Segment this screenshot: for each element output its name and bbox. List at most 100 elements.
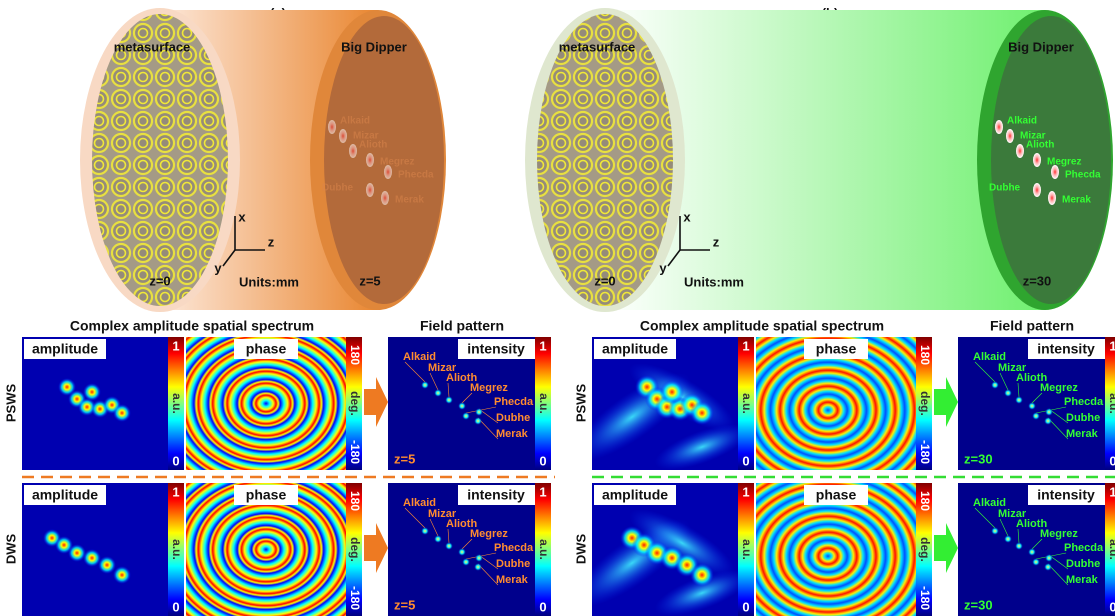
star-dot bbox=[1044, 563, 1052, 571]
heatmap: phase bbox=[186, 483, 346, 616]
spot bbox=[98, 556, 116, 574]
star-dot bbox=[474, 563, 482, 571]
star-dot bbox=[1045, 554, 1053, 562]
star-spot bbox=[995, 120, 1003, 134]
star-label: Alioth bbox=[1026, 140, 1054, 151]
tile-label: intensity bbox=[467, 487, 525, 503]
star-label: Phecda bbox=[1064, 396, 1104, 408]
colorbar-max: 1 bbox=[1109, 484, 1115, 499]
colorbar-max: 1 bbox=[539, 338, 546, 353]
source-label: metasurface bbox=[559, 39, 636, 54]
heatmap: amplitude bbox=[562, 337, 754, 479]
star-dot bbox=[991, 527, 999, 535]
spectrum-title: Complex amplitude spatial spectrum bbox=[640, 318, 884, 334]
colorbar-min: 0 bbox=[539, 599, 546, 614]
star-dot bbox=[445, 396, 453, 404]
colorbar-unit: a.u. bbox=[1107, 539, 1115, 560]
tile-label: phase bbox=[246, 341, 287, 357]
colorbar-unit: deg. bbox=[918, 391, 932, 416]
row-label: PSWS bbox=[3, 384, 18, 423]
star-label: Phecda bbox=[1065, 170, 1101, 181]
panel: (a)metasurfaceBig Dipperz=0z=5xzyUnits:m… bbox=[3, 5, 555, 616]
tile-label: amplitude bbox=[32, 341, 98, 357]
metasurface bbox=[92, 14, 228, 306]
colorbar-unit: a.u. bbox=[537, 393, 551, 414]
tile-label: amplitude bbox=[32, 487, 98, 503]
star-label: Merak bbox=[1066, 574, 1099, 586]
metasurface bbox=[537, 14, 673, 306]
star-label: Dubhe bbox=[1066, 412, 1100, 424]
star-label: Alkaid bbox=[340, 116, 370, 127]
star-label: Megrez bbox=[1040, 528, 1078, 540]
star-label: Megrez bbox=[380, 157, 414, 168]
heatmap: phase bbox=[186, 337, 346, 470]
star-dot bbox=[462, 412, 470, 420]
colorbar-unit: a.u. bbox=[170, 539, 184, 560]
tile-label: phase bbox=[816, 341, 857, 357]
star-spot bbox=[349, 144, 357, 158]
star-label: Dubhe bbox=[496, 558, 530, 570]
colorbar-min: -180 bbox=[918, 440, 932, 464]
row-label: DWS bbox=[573, 534, 588, 565]
star-dot bbox=[1044, 417, 1052, 425]
colorbar-unit: deg. bbox=[918, 537, 932, 562]
units: Units:mm bbox=[239, 274, 299, 289]
spot bbox=[83, 383, 101, 401]
tile-label: intensity bbox=[467, 341, 525, 357]
spectrum-title: Complex amplitude spatial spectrum bbox=[70, 318, 314, 334]
star-label: Merak bbox=[1066, 428, 1099, 440]
star-label: Merak bbox=[496, 428, 529, 440]
star-dot bbox=[458, 548, 466, 556]
colorbar-min: -180 bbox=[348, 440, 362, 464]
z-end: z=30 bbox=[1023, 273, 1052, 288]
row-label: DWS bbox=[3, 534, 18, 565]
star-spot bbox=[381, 191, 389, 205]
star-label: Merak bbox=[395, 195, 424, 206]
star-spot bbox=[384, 165, 392, 179]
star-label: Alkaid bbox=[1007, 116, 1037, 127]
colorbar-unit: a.u. bbox=[740, 393, 754, 414]
star-label: Merak bbox=[1062, 195, 1091, 206]
star-spot bbox=[1051, 165, 1059, 179]
tile-label: amplitude bbox=[602, 487, 668, 503]
row-label: PSWS bbox=[573, 384, 588, 423]
colorbar-unit: a.u. bbox=[1107, 393, 1115, 414]
colorbar-min: 0 bbox=[742, 599, 749, 614]
tile-label: intensity bbox=[1037, 341, 1095, 357]
colorbar-unit: a.u. bbox=[537, 539, 551, 560]
colorbar-max: 180 bbox=[348, 345, 362, 365]
axis-x: x bbox=[238, 209, 246, 224]
field-title: Field pattern bbox=[420, 318, 504, 334]
spot bbox=[113, 566, 131, 584]
tile-label: phase bbox=[816, 487, 857, 503]
axis-x: x bbox=[683, 209, 691, 224]
star-dot bbox=[434, 535, 442, 543]
star-dot bbox=[434, 389, 442, 397]
spot bbox=[113, 404, 131, 422]
z-label: z=5 bbox=[394, 451, 415, 466]
colorbar-unit: deg. bbox=[348, 537, 362, 562]
star-spot bbox=[1016, 144, 1024, 158]
star-label: Megrez bbox=[470, 382, 508, 394]
star-dot bbox=[1032, 558, 1040, 566]
star-dot bbox=[1015, 396, 1023, 404]
field-title: Field pattern bbox=[990, 318, 1074, 334]
star-dot bbox=[421, 527, 429, 535]
star-dot bbox=[1015, 542, 1023, 550]
colorbar-min: 0 bbox=[1109, 599, 1115, 614]
star-dot bbox=[1004, 535, 1012, 543]
star-label: Megrez bbox=[1047, 157, 1081, 168]
spot bbox=[660, 380, 684, 404]
colorbar-min: 0 bbox=[1109, 453, 1115, 468]
colorbar-min: -180 bbox=[348, 586, 362, 610]
arrow bbox=[934, 377, 958, 427]
z-label: z=30 bbox=[964, 597, 993, 612]
axis-y: y bbox=[659, 260, 667, 275]
star-label: Megrez bbox=[470, 528, 508, 540]
colorbar-min: -180 bbox=[918, 586, 932, 610]
colorbar-max: 1 bbox=[742, 484, 749, 499]
colorbar-max: 1 bbox=[1109, 338, 1115, 353]
colorbar-max: 180 bbox=[348, 491, 362, 511]
colorbar-max: 1 bbox=[172, 338, 179, 353]
z-label: z=30 bbox=[964, 451, 993, 466]
